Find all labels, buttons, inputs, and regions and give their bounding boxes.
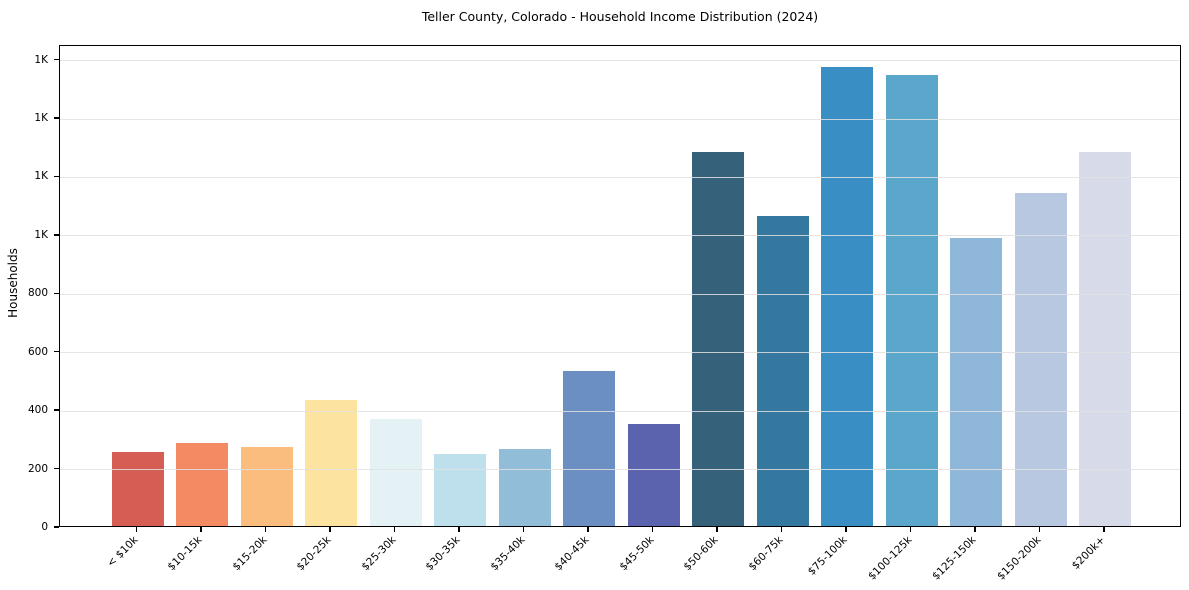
plot-area [59, 45, 1181, 527]
bar-30-35k [434, 454, 486, 526]
y-tick-label: 400 [27, 404, 48, 417]
gridline [60, 235, 1180, 237]
bar-15-20k [240, 447, 293, 526]
y-tick-label: 200 [27, 462, 48, 475]
bar-35-40k [498, 448, 551, 526]
gridline [60, 469, 1180, 471]
x-tick-mark [1103, 527, 1105, 532]
y-tick-mark [54, 175, 59, 178]
x-tick-mark [200, 527, 202, 532]
bar-50-60k [692, 152, 744, 526]
x-tick-mark [135, 527, 138, 532]
bar-20-25k [305, 400, 357, 526]
gridline [60, 352, 1180, 354]
x-tick-mark [909, 527, 912, 532]
x-tick-mark [522, 527, 525, 532]
y-tick-label: 0 [41, 521, 48, 533]
y-tick-label: 1K [34, 53, 48, 66]
bar-75-100k [821, 67, 873, 526]
x-tick-mark [845, 527, 847, 532]
y-tick-mark [54, 58, 59, 61]
y-tick-mark [54, 467, 59, 470]
x-tick-mark [458, 527, 460, 532]
x-tick-mark [1038, 527, 1041, 532]
y-tick-mark [54, 526, 59, 528]
gridline [60, 410, 1180, 412]
x-tick-mark [393, 527, 396, 532]
y-tick-mark [54, 292, 59, 295]
y-tick-mark [54, 234, 59, 236]
y-tick-mark [54, 117, 59, 119]
bar-10k [111, 451, 164, 526]
bar-125-150k [950, 238, 1002, 526]
bar-40-45k [563, 371, 615, 526]
y-tick-label: 1K [34, 170, 48, 183]
x-tick-mark [974, 527, 976, 532]
y-tick-mark [54, 350, 59, 353]
gridline [60, 293, 1180, 295]
x-tick-mark [780, 527, 783, 532]
x-tick-mark [329, 527, 331, 532]
bar-10-15k [176, 442, 228, 526]
y-tick-label: 1K [34, 228, 48, 241]
bar-25-30k [369, 419, 422, 526]
bar-100-125k [885, 74, 938, 526]
y-tick-label: 800 [27, 287, 48, 300]
x-tick-mark [716, 527, 718, 532]
x-tick-mark [587, 527, 589, 532]
x-tick-mark [651, 527, 654, 532]
gridline [60, 118, 1180, 120]
y-tick-mark [54, 409, 59, 411]
y-axis-label: Households [6, 248, 20, 318]
gridline [60, 176, 1180, 178]
bar-150-200k [1014, 192, 1067, 526]
x-tick-mark [264, 527, 267, 532]
bar-200k [1079, 152, 1131, 526]
x-tick-label: < $10k [104, 534, 140, 570]
y-tick-label: 1K [34, 112, 48, 125]
bar-60-75k [756, 216, 809, 526]
bar-45-50k [627, 423, 680, 526]
y-tick-label: 600 [27, 345, 48, 358]
chart-title: Teller County, Colorado - Household Inco… [421, 9, 819, 24]
gridline [60, 60, 1180, 62]
